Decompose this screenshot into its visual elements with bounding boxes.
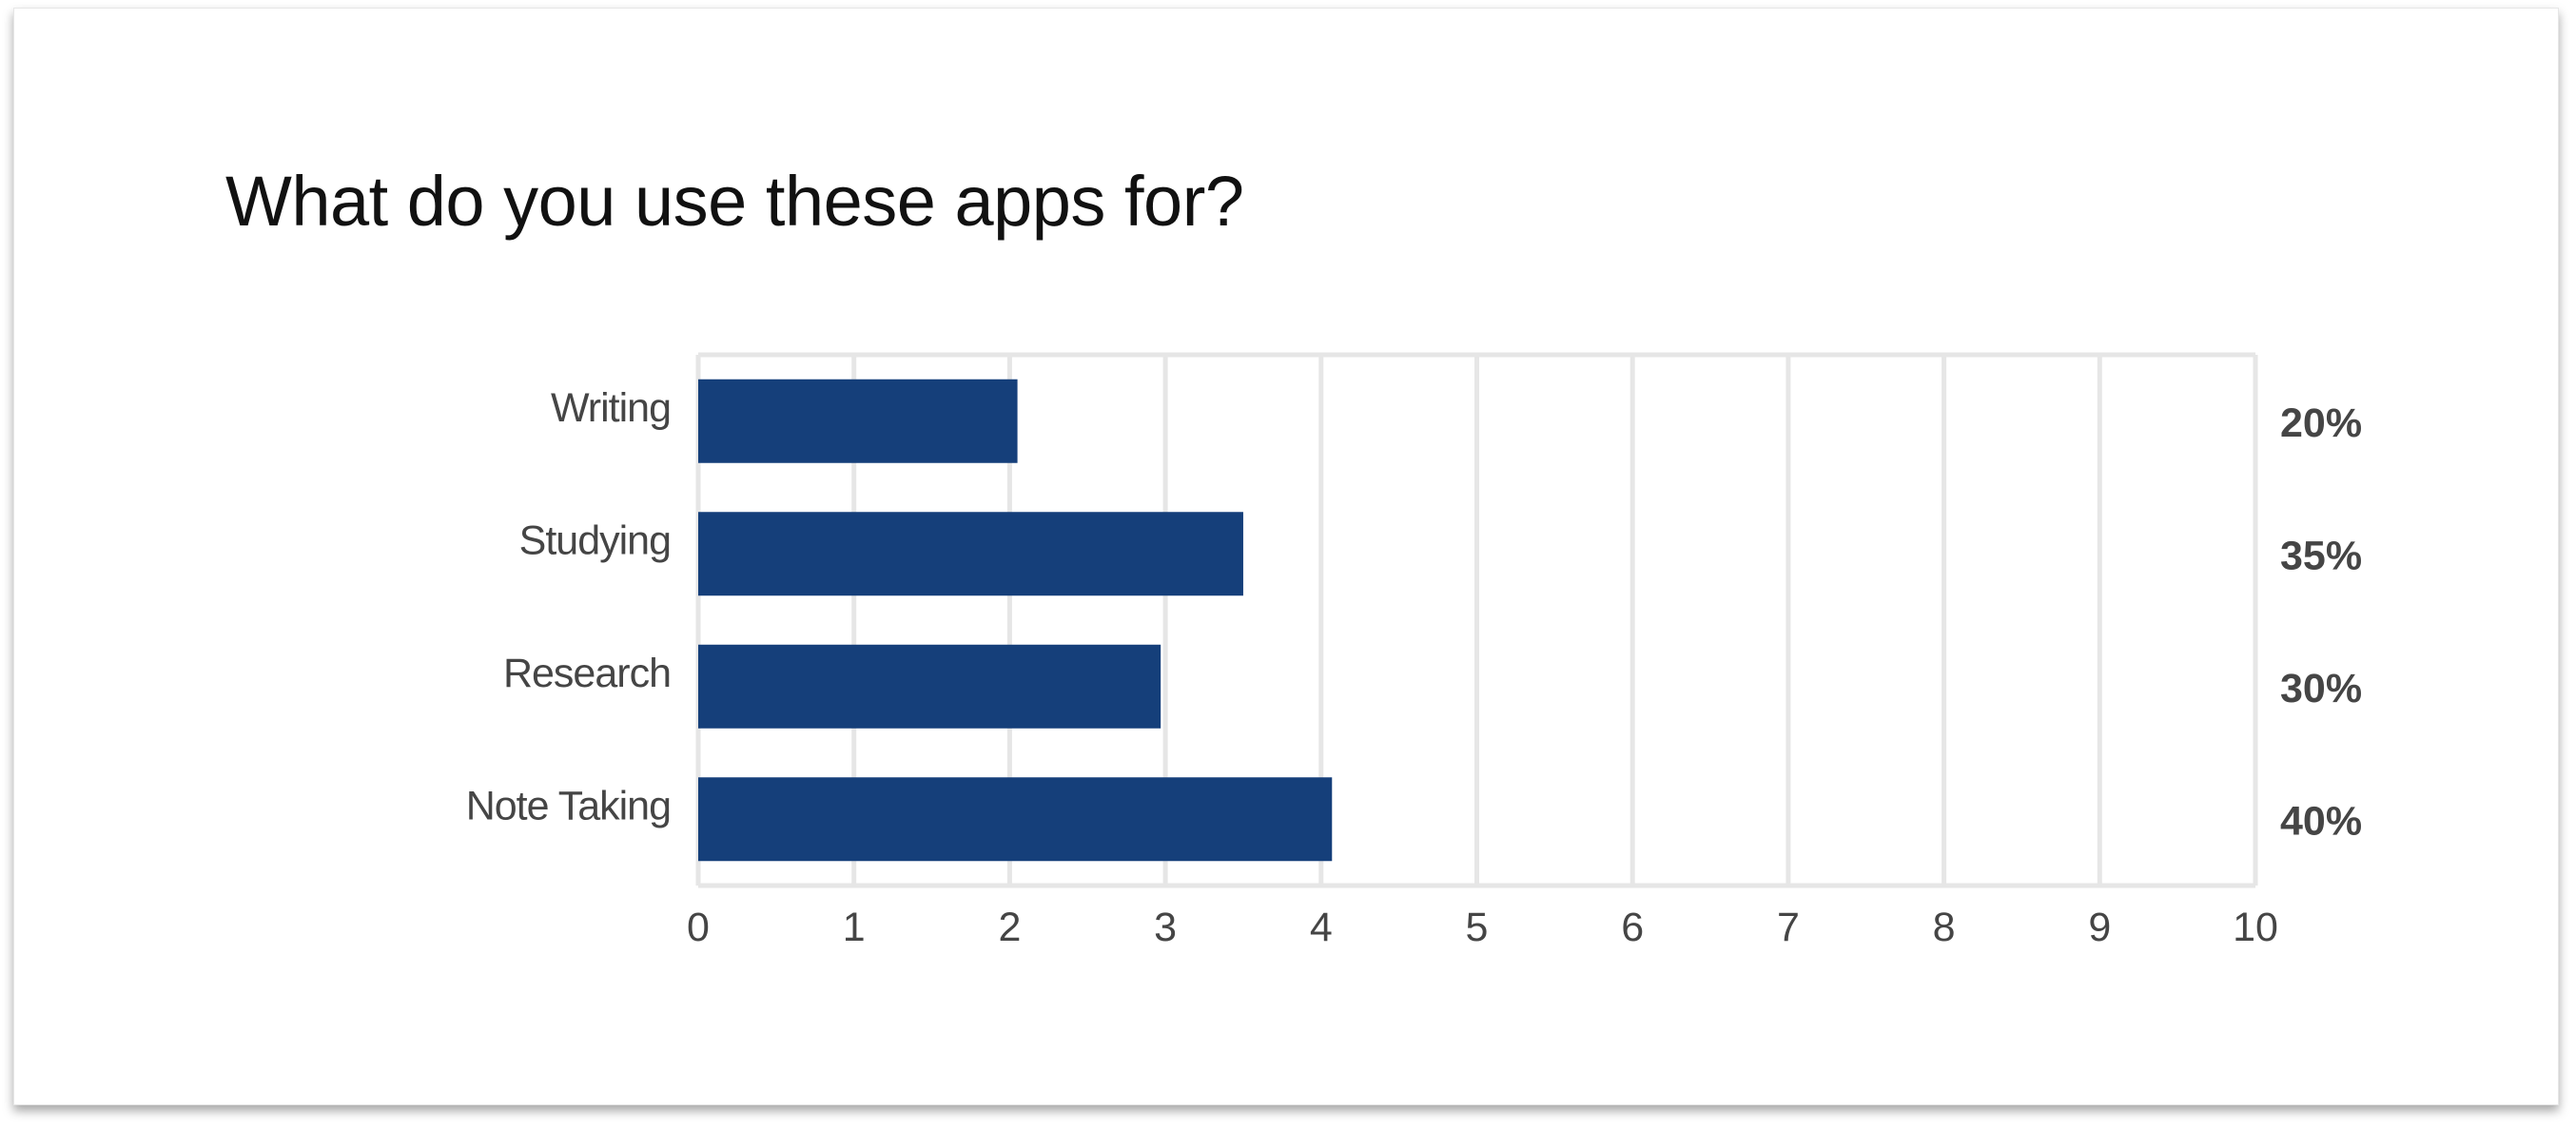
category-label: Note Taking (466, 783, 671, 828)
percent-label: 20% (2280, 400, 2362, 446)
x-tick-label: 6 (1621, 905, 1644, 950)
percent-label: 30% (2280, 666, 2362, 711)
bar-writing (698, 379, 1018, 463)
x-tick-label: 5 (1466, 905, 1489, 950)
chart-title: What do you use these apps for? (225, 162, 1244, 241)
x-tick-label: 7 (1777, 905, 1800, 950)
percent-label: 35% (2280, 533, 2362, 578)
x-tick-label: 9 (2088, 905, 2111, 950)
x-tick-label: 4 (1310, 905, 1333, 950)
category-label: Studying (519, 517, 671, 563)
bar-note-taking (698, 777, 1333, 862)
bar-research (698, 644, 1161, 729)
x-tick-label: 0 (687, 905, 710, 950)
x-tick-label: 8 (1933, 905, 1956, 950)
category-label: Writing (551, 385, 671, 431)
x-tick-label: 3 (1154, 905, 1177, 950)
x-tick-label: 2 (998, 905, 1021, 950)
category-label: Research (503, 651, 671, 696)
bars (698, 379, 1333, 862)
bar-studying (698, 512, 1243, 596)
chart-card: What do you use these apps for? 0 1 2 3 4 5 6 7… (13, 8, 2559, 1105)
bar-chart: 0 1 2 3 4 5 6 7 8 9 10 Writing 20% Studying 35% Researc… (466, 352, 2362, 950)
x-tick-label: 10 (2233, 905, 2278, 950)
labels: 0 1 2 3 4 5 6 7 8 9 10 Writing 20% Studying 35% Researc… (466, 385, 2362, 950)
x-tick-label: 1 (843, 905, 866, 950)
percent-label: 40% (2280, 798, 2362, 844)
